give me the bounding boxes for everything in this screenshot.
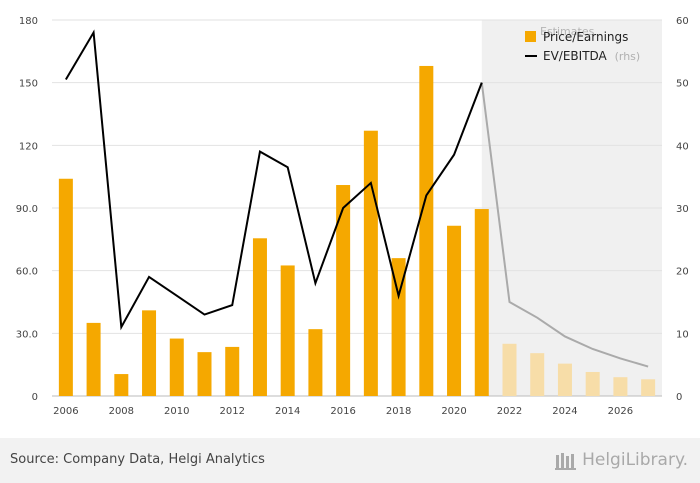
x-tick-label: 2016 [330, 406, 355, 417]
x-tick-label: 2010 [164, 406, 189, 417]
left-tick-label: 0 [32, 392, 38, 403]
right-tick-label: 50 [676, 79, 689, 90]
legend-label-price-earnings: Price/Earnings [543, 30, 628, 44]
x-tick-label: 2006 [53, 406, 78, 417]
x-tick-label: 2024 [552, 406, 577, 417]
left-tick-label: 30.0 [16, 329, 38, 340]
left-tick-label: 60.0 [16, 267, 38, 278]
right-tick-label: 0 [676, 392, 682, 403]
bar-2006 [58, 178, 73, 396]
bar-2023 [530, 353, 545, 396]
x-tick-label: 2020 [441, 406, 466, 417]
x-tick-label: 2014 [275, 406, 300, 417]
svg-text:EV/EBITDA (rhs): EV/EBITDA (rhs) [543, 49, 640, 63]
bar-2021 [474, 209, 489, 396]
bar-2014 [280, 265, 295, 396]
left-tick-label: 90.0 [16, 204, 38, 215]
bar-2026 [613, 377, 628, 396]
bar-series [58, 65, 656, 396]
brand-name: HelgiLibrary. [582, 450, 688, 470]
bar-2015 [308, 329, 323, 396]
legend: Price/Earnings EV/EBITDA (rhs) [525, 30, 640, 63]
right-tick-label: 40 [676, 141, 689, 152]
line-ev-ebitda-estimate [480, 82, 649, 368]
estimates-label: Estimates [540, 25, 595, 38]
bar-2013 [252, 238, 267, 396]
bar-2010 [169, 338, 184, 396]
right-tick-label: 60 [676, 16, 689, 27]
bar-2016 [336, 185, 351, 396]
left-tick-label: 180 [19, 16, 38, 27]
bar-2018 [391, 258, 406, 396]
x-tick-label: 2018 [386, 406, 411, 417]
left-tick-label: 120 [19, 141, 38, 152]
bar-2011 [197, 352, 212, 396]
x-tick-label: 2022 [497, 406, 522, 417]
x-tick-label: 2012 [220, 406, 245, 417]
legend-label-rhs: (rhs) [615, 50, 641, 63]
legend-label-ev-ebitda: EV/EBITDA [543, 49, 608, 63]
left-tick-label: 150 [19, 79, 38, 90]
bar-2019 [419, 65, 434, 396]
x-tick-label: 2026 [608, 406, 633, 417]
source-text: Source: Company Data, Helgi Analytics [10, 452, 265, 467]
x-tick-label: 2008 [109, 406, 134, 417]
legend-swatch-price-earnings [525, 31, 536, 42]
bar-2008 [114, 374, 129, 396]
left-axis: 0 30.0 60.0 90.0 120 150 180 [16, 16, 38, 403]
bar-2009 [142, 310, 157, 396]
right-tick-label: 10 [676, 329, 689, 340]
bar-2007 [86, 322, 101, 396]
right-tick-label: 30 [676, 204, 689, 215]
right-axis: 0 10 20 30 40 50 60 [676, 16, 689, 403]
bar-2027 [641, 379, 656, 396]
bar-2024 [557, 363, 572, 396]
bar-2025 [585, 371, 600, 396]
line-ev-ebitda [65, 29, 483, 331]
footer: Source: Company Data, Helgi Analytics He… [0, 438, 700, 483]
right-tick-label: 20 [676, 267, 689, 278]
x-axis: 2006 2008 2010 2012 2014 2016 2018 2020 2022 2024… [53, 406, 633, 417]
bar-2012 [225, 346, 240, 396]
bar-2022 [502, 343, 517, 396]
bar-2017 [363, 130, 378, 396]
brand-logo[interactable]: HelgiLibrary. [555, 448, 688, 472]
library-icon [555, 453, 577, 470]
bar-2020 [447, 225, 462, 396]
line-series [65, 29, 649, 368]
chart: 0 30.0 60.0 90.0 120 150 180 0 10 20 30 40 50 60 200… [16, 16, 689, 417]
